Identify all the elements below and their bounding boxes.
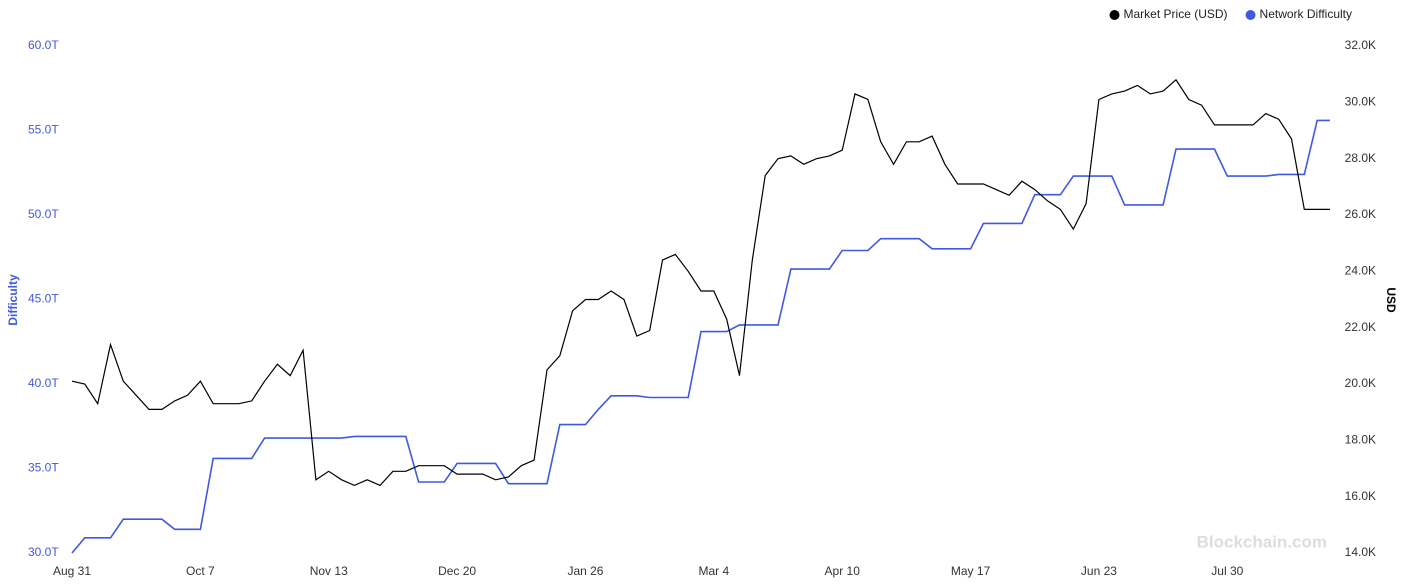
y2-tick-label: 14.0K [1345,545,1376,559]
x-tick-label: Dec 20 [438,564,476,578]
x-tick-label: Nov 13 [310,564,348,578]
y-tick-label: 40.0T [28,376,59,390]
y2-tick-label: 30.0K [1345,95,1376,109]
y-tick-label: 45.0T [28,292,59,306]
watermark: Blockchain.com [1197,532,1327,551]
y2-tick-label: 20.0K [1345,376,1376,390]
y-tick-label: 60.0T [28,38,59,52]
y2-tick-label: 22.0K [1345,320,1376,334]
x-tick-label: May 17 [951,564,991,578]
legend-marker [1109,10,1120,20]
y2-tick-label: 18.0K [1345,433,1376,447]
x-tick-label: Jun 23 [1081,564,1117,578]
y2-axis-title: USD [1384,287,1398,313]
x-tick-label: Mar 4 [698,564,729,578]
y2-tick-label: 16.0K [1345,489,1376,503]
y2-tick-label: 26.0K [1345,207,1376,221]
line [71,119,1330,554]
x-tick-label: Jul 30 [1211,564,1243,578]
legend-marker [1245,10,1256,20]
y2-tick-label: 24.0K [1345,264,1376,278]
x-tick-label: Apr 10 [825,564,861,578]
y2-tick-label: 32.0K [1345,38,1376,52]
y2-tick-label: 28.0K [1345,151,1376,165]
x-tick-label: Oct 7 [186,564,215,578]
x-tick-label: Aug 31 [53,564,91,578]
legend-label: Market Price (USD) [1124,7,1228,21]
line [71,78,1330,487]
y-tick-label: 50.0T [28,207,59,221]
y-tick-label: 30.0T [28,545,59,559]
x-tick-label: Jan 26 [567,564,603,578]
y-tick-label: 35.0T [28,461,59,475]
y-axis-title: Difficulty [6,274,20,326]
y-tick-label: 55.0T [28,123,59,137]
legend-label: Network Difficulty [1260,7,1352,21]
